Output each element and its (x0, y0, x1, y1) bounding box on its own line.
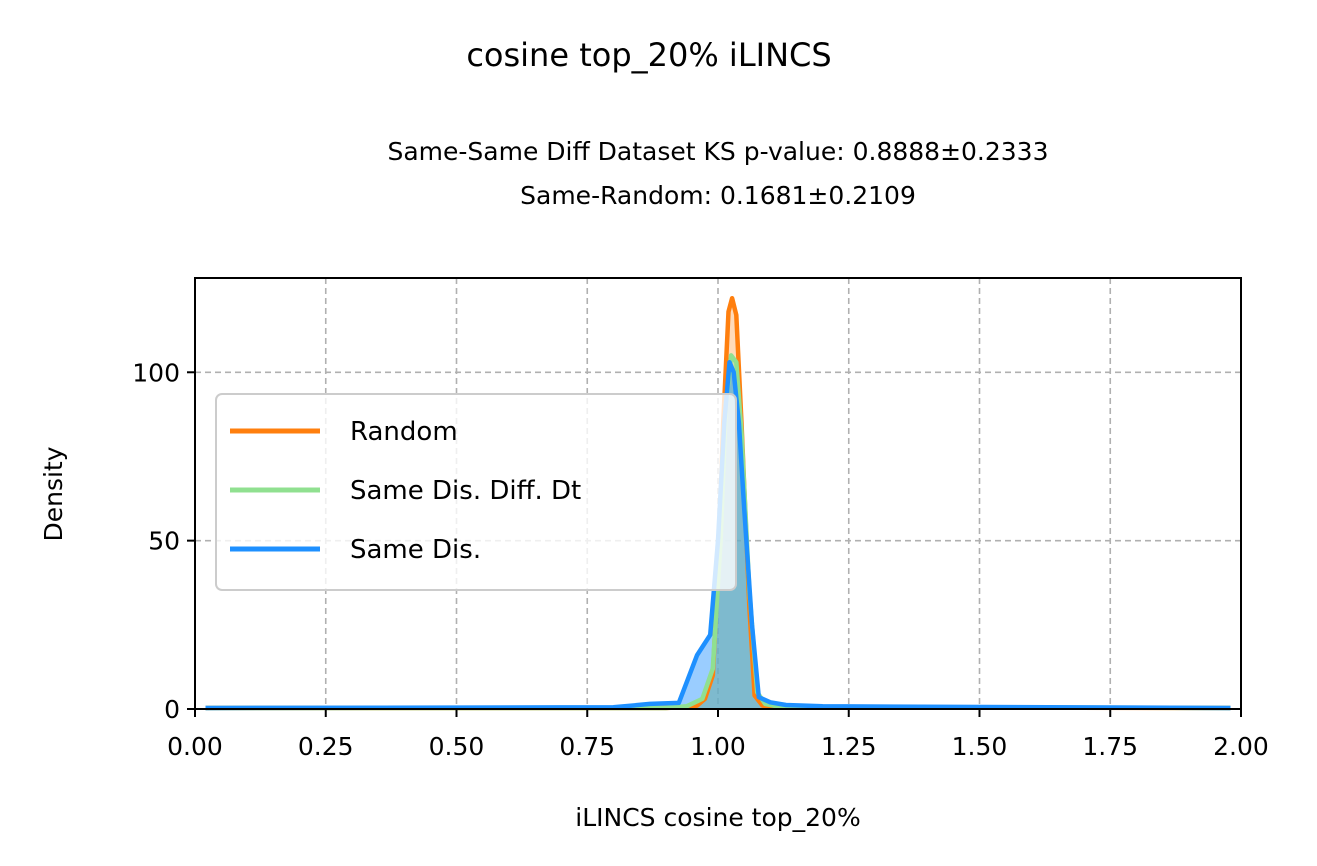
series-areas (205, 298, 1231, 709)
x-tick-label-0: 0.00 (167, 732, 223, 761)
x-axis-label: iLINCS cosine top_20% (575, 803, 860, 832)
x-tick-label-5: 1.25 (821, 732, 877, 761)
chart-subtitle-line1: Same-Same Diff Dataset KS p-value: 0.888… (387, 137, 1048, 166)
series-area-2 (205, 362, 1231, 709)
x-tick-label-8: 2.00 (1213, 732, 1269, 761)
series-lines (205, 295, 1231, 711)
legend: Random Same Dis. Diff. Dt Same Dis. (215, 393, 737, 591)
legend-label-1: Same Dis. Diff. Dt (350, 476, 581, 506)
x-tick-label-1: 0.25 (298, 732, 354, 761)
y-tick-label-2: 100 (132, 358, 180, 387)
y-tick-label-0: 0 (164, 695, 180, 724)
x-tick-label-4: 1.00 (690, 732, 746, 761)
x-tick-label-3: 0.75 (559, 732, 615, 761)
chart-subtitle-line2: Same-Random: 0.1681±0.2109 (520, 181, 916, 210)
x-tick-label-2: 0.50 (429, 732, 485, 761)
legend-label-0: Random (350, 417, 458, 447)
series-area-1 (205, 355, 1231, 709)
x-axis-ticks: 0.00 0.25 0.50 0.75 1.00 1.25 1.50 1.75 2.00 (167, 709, 1269, 761)
y-axis-label: Density (39, 446, 68, 541)
y-axis-ticks: 0 50 100 (132, 358, 195, 724)
x-tick-label-6: 1.50 (952, 732, 1008, 761)
series-area-0 (205, 298, 1231, 709)
y-tick-label-1: 50 (148, 527, 180, 556)
legend-box (215, 393, 737, 591)
legend-label-2: Same Dis. (350, 535, 481, 565)
chart-title: cosine top_20% iLINCS (466, 36, 831, 74)
x-tick-label-7: 1.75 (1082, 732, 1138, 761)
series-line-2 (205, 359, 1231, 711)
